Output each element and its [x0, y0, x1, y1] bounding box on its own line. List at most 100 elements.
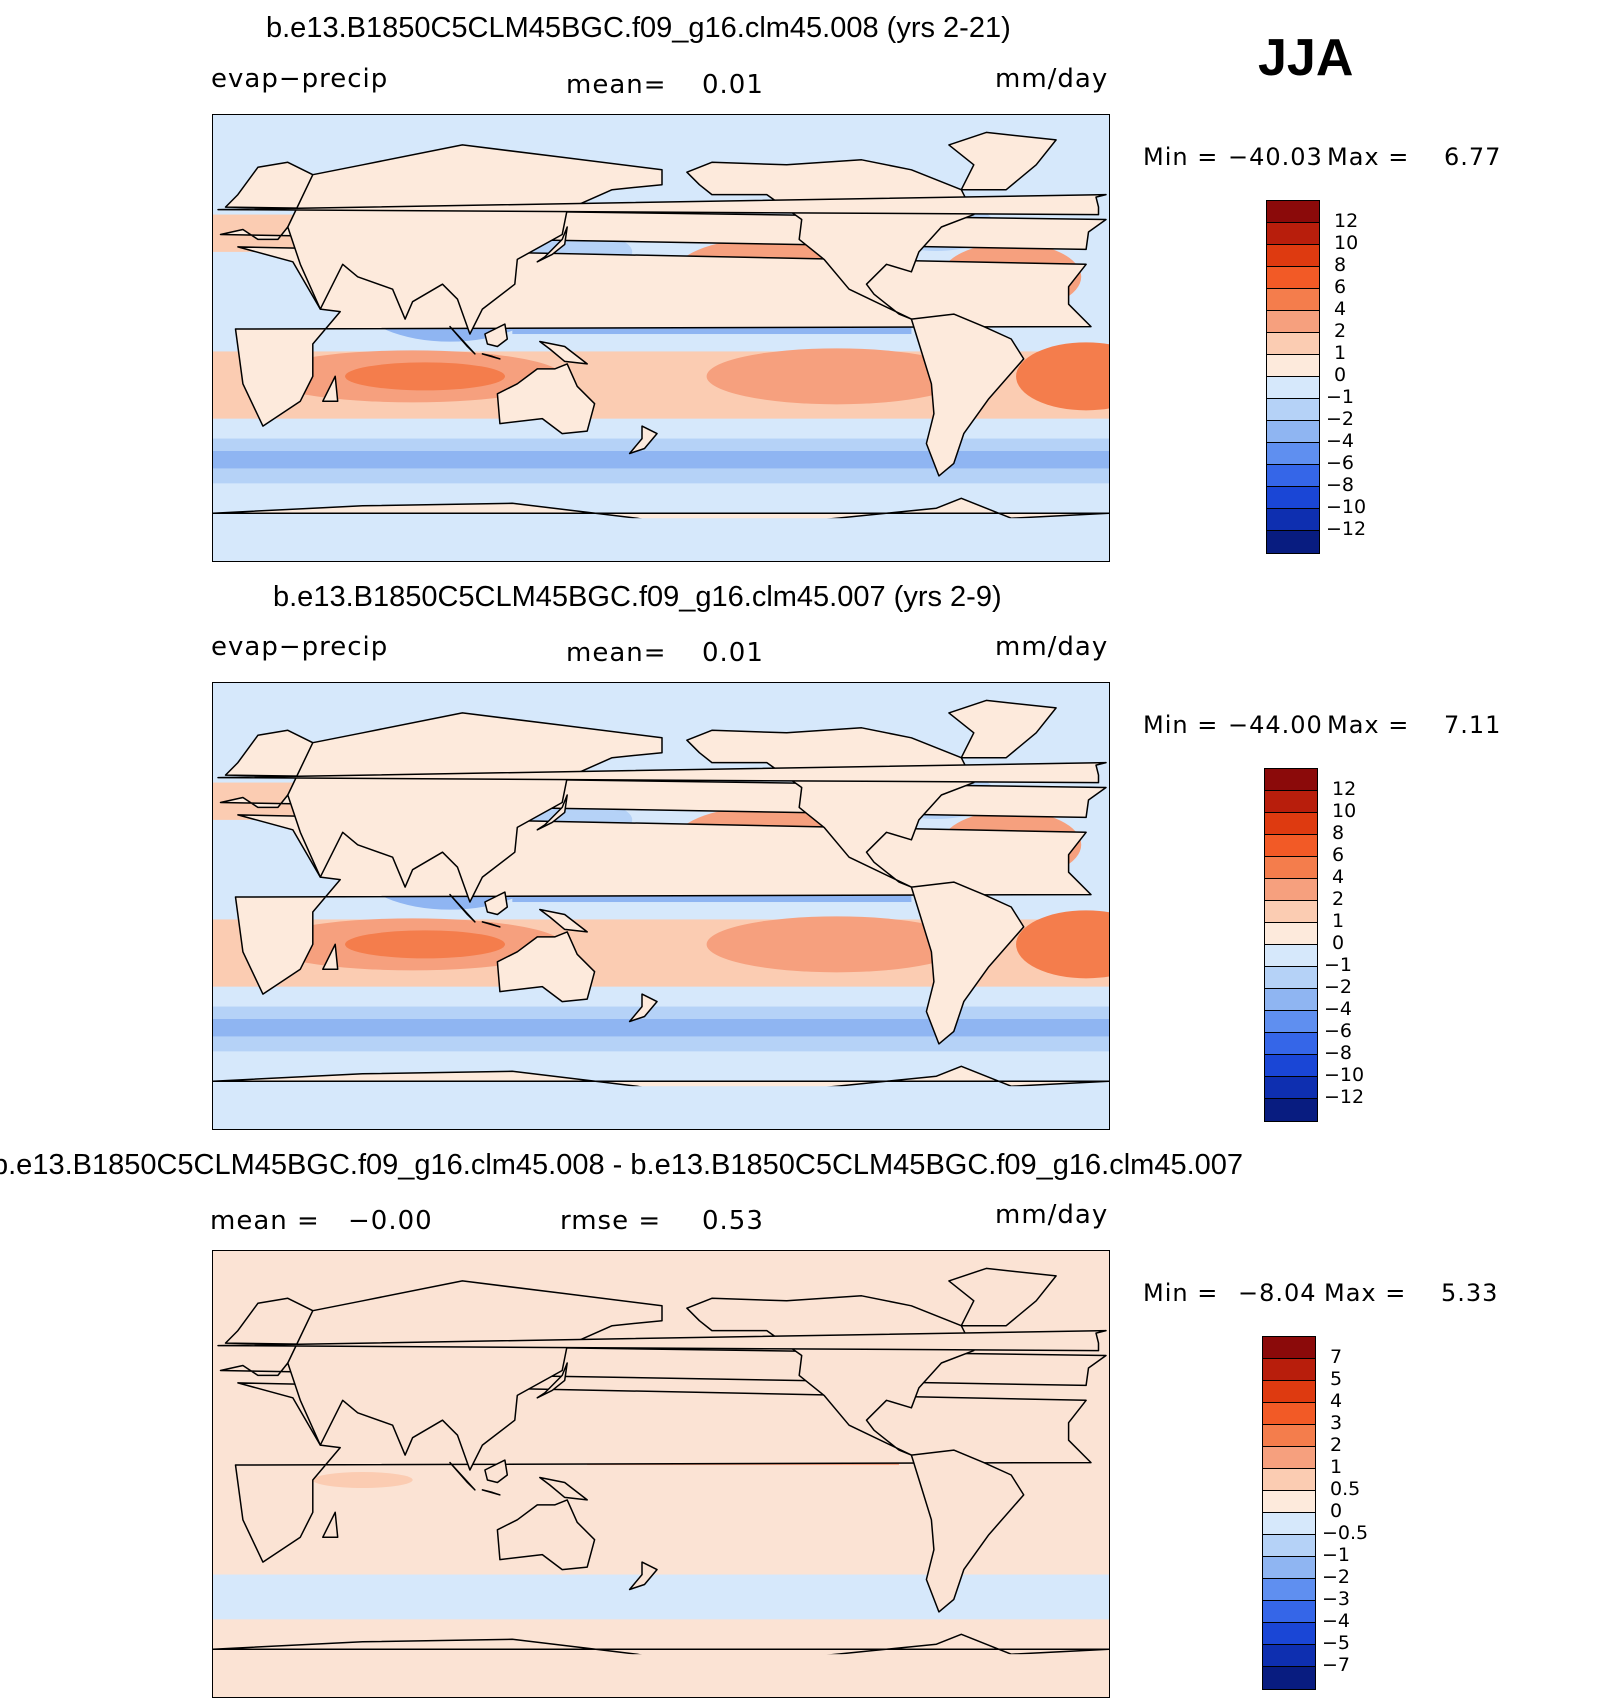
coastline-madagascar — [322, 1511, 339, 1538]
panel-2-mean-label: mean= — [566, 638, 667, 668]
colorbar-swatch — [1263, 1447, 1315, 1469]
panel-1-title: b.e13.B1850C5CLM45BGC.f09_g16.clm45.008 … — [266, 12, 1011, 44]
colorbar-swatch — [1265, 857, 1317, 879]
season-label: JJA — [1258, 29, 1354, 87]
colorbar-tick-label: −4 — [1326, 430, 1355, 452]
colorbar-tick-label: −1 — [1324, 954, 1353, 976]
colorbar-tick-label: −8 — [1326, 474, 1355, 496]
panel-1-max-value: 6.77 — [1444, 143, 1502, 171]
colorbar-swatch — [1265, 923, 1317, 945]
panel-3-units: mm/day — [995, 1200, 1109, 1230]
coastline-japan — [536, 1362, 568, 1399]
colorbar-swatch — [1265, 967, 1317, 989]
colorbar-tick-label: 0 — [1334, 364, 1347, 386]
colorbar-swatch — [1267, 443, 1319, 465]
panel-3-rmse-label: rmse = — [560, 1206, 662, 1236]
panel-1-colorbar — [1266, 200, 1320, 554]
colorbar-swatch — [1263, 1425, 1315, 1447]
colorbar-tick-label: −7 — [1322, 1654, 1351, 1676]
colorbar-tick-label: 1 — [1334, 342, 1347, 364]
colorbar-tick-label: 2 — [1330, 1434, 1343, 1456]
colorbar-swatch — [1263, 1645, 1315, 1667]
panel-3-mean-label: mean = — [210, 1206, 320, 1236]
colorbar-tick-label: −10 — [1326, 496, 1367, 518]
coastline-indonesia2 — [481, 353, 501, 360]
coastline-madagascar — [322, 375, 339, 402]
panel-2-mean-value: 0.01 — [702, 638, 764, 668]
south-pacific-high — [706, 348, 967, 405]
colorbar-tick-label: 0 — [1330, 1500, 1343, 1522]
colorbar-swatch — [1265, 945, 1317, 967]
colorbar-swatch — [1265, 791, 1317, 813]
colorbar-tick-label: 10 — [1334, 232, 1359, 254]
coastline-borneo — [484, 323, 509, 348]
colorbar-tick-label: 3 — [1330, 1412, 1343, 1434]
colorbar-tick-label: 4 — [1330, 1390, 1343, 1412]
colorbar-tick-label: −4 — [1322, 1610, 1351, 1632]
colorbar-swatch — [1263, 1403, 1315, 1425]
colorbar-tick-label: 0.5 — [1330, 1478, 1361, 1500]
colorbar-swatch — [1267, 531, 1319, 553]
coastline-indonesia1 — [449, 1461, 476, 1491]
colorbar-swatch — [1265, 1055, 1317, 1077]
colorbar-swatch — [1267, 223, 1319, 245]
panel-3-mean-value: −0.00 — [348, 1206, 433, 1236]
panel-2-variable-label: evap−precip — [211, 632, 389, 662]
panel-2-max-label: Max = — [1327, 711, 1410, 739]
coastline-samerica — [910, 1449, 1025, 1613]
colorbar-swatch — [1265, 1099, 1317, 1121]
colorbar-tick-label: −1 — [1326, 386, 1355, 408]
colorbar-tick-label: −5 — [1322, 1632, 1351, 1654]
panel-3-min-value: −8.04 — [1238, 1279, 1317, 1307]
colorbar-tick-label: 4 — [1332, 866, 1345, 888]
colorbar-swatch — [1265, 879, 1317, 901]
panel-1-contour-map — [213, 115, 1109, 561]
coastline-uk — [217, 761, 1107, 784]
colorbar-swatch — [1267, 333, 1319, 355]
panel-1-map — [212, 114, 1110, 562]
colorbar-swatch — [1263, 1557, 1315, 1579]
colorbar-swatch — [1263, 1337, 1315, 1359]
southern-storm-core — [213, 1019, 1109, 1037]
colorbar-swatch — [1265, 813, 1317, 835]
antarctic-interior — [213, 518, 1109, 561]
colorbar-tick-label: 6 — [1334, 276, 1347, 298]
coastline-japan — [536, 794, 568, 831]
colorbar-swatch — [1265, 1033, 1317, 1055]
panel-1-units: mm/day — [995, 64, 1109, 94]
panel-3-rmse-value: 0.53 — [702, 1206, 764, 1236]
colorbar-swatch — [1265, 1011, 1317, 1033]
colorbar-swatch — [1267, 355, 1319, 377]
colorbar-swatch — [1267, 399, 1319, 421]
antarctic-interior — [213, 1654, 1109, 1697]
panel-1-min-value: −40.03 — [1228, 143, 1323, 171]
colorbar-swatch — [1265, 989, 1317, 1011]
coastline-indonesia1 — [449, 893, 476, 923]
panel-3-title: b.e13.B1850C5CLM45BGC.f09_g16.clm45.008 … — [0, 1149, 1244, 1181]
coastline-madagascar — [322, 943, 339, 970]
panel-2-units: mm/day — [995, 632, 1109, 662]
panel-1-mean-label: mean= — [566, 70, 667, 100]
colorbar-tick-label: −12 — [1326, 518, 1367, 540]
colorbar-tick-label: 1 — [1330, 1456, 1343, 1478]
panel-1-max-label: Max = — [1327, 143, 1410, 171]
panel-1-min-label: Min = — [1143, 143, 1219, 171]
panel-3-min-label: Min = — [1143, 1279, 1219, 1307]
coastline-asia — [287, 1280, 663, 1471]
coastline-greenland — [948, 699, 1057, 759]
colorbar-swatch — [1265, 1077, 1317, 1099]
panel-2-colorbar — [1264, 768, 1318, 1122]
colorbar-tick-label: −10 — [1324, 1064, 1365, 1086]
coastline-greenland — [948, 1267, 1057, 1327]
coastline-uk — [217, 1329, 1107, 1352]
colorbar-swatch — [1263, 1579, 1315, 1601]
coastline-japan — [536, 226, 568, 263]
coastline-newguinea — [539, 340, 588, 365]
coastline-borneo — [484, 1459, 509, 1484]
coastline-newguinea — [539, 908, 588, 933]
panel-1-variable-label: evap−precip — [211, 64, 389, 94]
panel-3-colorbar — [1262, 1336, 1316, 1690]
colorbar-tick-label: −3 — [1322, 1588, 1351, 1610]
colorbar-swatch — [1265, 769, 1317, 791]
coastline-australia — [496, 363, 596, 435]
